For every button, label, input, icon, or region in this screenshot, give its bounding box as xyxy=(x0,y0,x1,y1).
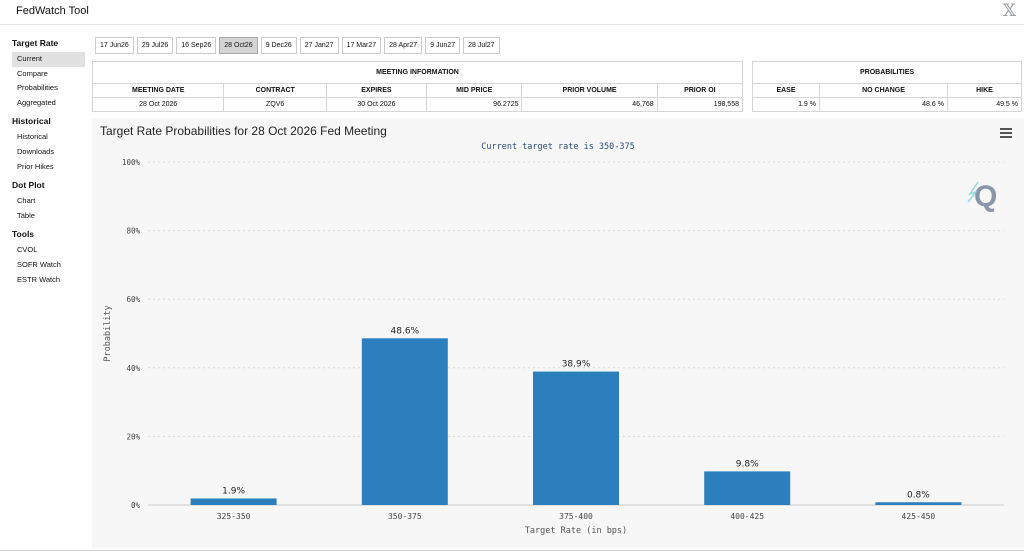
bar-chart: 0% 20% 40% 60% 80% 100% 1.9% 325-350 48.6% 350-37… xyxy=(103,158,1004,536)
sidebar-item-probabilities[interactable]: Probabilities xyxy=(17,83,58,93)
chart-subtitle: Current target rate is 350-375 xyxy=(481,142,635,152)
date-tab[interactable]: 17 Mar27 xyxy=(341,37,382,54)
sidebar-section-title: Target Rate xyxy=(12,38,59,48)
app-title: FedWatch Tool xyxy=(16,5,89,17)
sidebar-section-title: Historical xyxy=(12,116,51,127)
y-tick-label: 0% xyxy=(131,501,141,510)
table-cell: 48.6 % xyxy=(818,97,948,112)
column-header: NO CHANGE xyxy=(818,83,948,98)
chart-title: Target Rate Probabilities for 28 Oct 202… xyxy=(100,124,387,138)
date-tab[interactable]: 28 Apr27 xyxy=(384,37,423,54)
x-tick-label: 375-400 xyxy=(559,512,593,521)
sidebar: Target Rate Current Compare Probabilities Ag… xyxy=(0,32,92,287)
column-header: MID PRICE xyxy=(425,83,523,98)
sidebar-item-historical[interactable]: Historical xyxy=(17,132,48,142)
x-tick-label: 325-350 xyxy=(217,512,251,521)
table-cell: 30 Oct 2026 xyxy=(325,97,427,112)
probabilities-heading: PROBABILITIES xyxy=(752,61,1022,84)
y-axis-title: Probability xyxy=(103,305,113,361)
date-tab[interactable]: 29 Jul26 xyxy=(136,37,174,54)
table-cell: 198,558 xyxy=(656,97,744,112)
meeting-information-table: MEETING INFORMATION MEETING DATE CONTRACT… xyxy=(91,61,744,112)
x-tick-label: 350-375 xyxy=(388,512,422,521)
date-tab[interactable]: 28 Jul27 xyxy=(463,37,500,54)
sidebar-item-chart[interactable]: Chart xyxy=(17,196,36,206)
date-tab[interactable]: 9 Dec26 xyxy=(260,37,297,54)
column-header: MEETING DATE xyxy=(91,83,225,98)
data-label: 48.6% xyxy=(391,326,420,336)
sidebar-item-prior-hikes[interactable]: Prior Hikes xyxy=(17,161,54,171)
x-tick-label: 400-425 xyxy=(730,512,764,521)
y-tick-label: 60% xyxy=(126,295,140,304)
meeting-info-heading: MEETING INFORMATION xyxy=(92,61,743,84)
sidebar-item-sofr-watch[interactable]: SOFR Watch xyxy=(17,259,61,269)
svg-text:Q: Q xyxy=(974,180,997,213)
table-cell: 1.9 % xyxy=(752,97,820,112)
date-tab[interactable]: 16 Sep26 xyxy=(176,37,217,54)
y-tick-label: 20% xyxy=(126,432,140,441)
top-bar: FedWatch Tool 𝕏 xyxy=(0,0,1024,25)
column-header: EXPIRES xyxy=(325,83,427,98)
column-header: EASE xyxy=(752,83,820,98)
probabilities-table: PROBABILITIES EASE NO CHANGE HIKE 1.9 % 48.… xyxy=(752,61,1023,112)
meeting-date-tabs: 17 Jun26 29 Jul26 16 Sep26 28 Oct26 9 Dec26 2… xyxy=(95,37,500,54)
table-cell: 96.2725 xyxy=(425,97,523,112)
sidebar-item-compare[interactable]: Compare xyxy=(17,68,48,78)
column-header: HIKE xyxy=(946,83,1023,98)
x-tick-label: 425-450 xyxy=(902,512,936,521)
sidebar-section-title: Tools xyxy=(12,229,35,240)
q-watermark-icon: Q xyxy=(967,180,997,213)
table-cell: ZQV6 xyxy=(223,97,327,112)
x-axis-title: Target Rate (in bps) xyxy=(525,526,627,536)
date-tab[interactable]: 9 Jun27 xyxy=(425,37,461,54)
y-tick-label: 100% xyxy=(122,158,141,167)
table-cell: 49.5 % xyxy=(946,97,1023,112)
column-header: PRIOR OI xyxy=(656,83,744,98)
date-tab[interactable]: 27 Jan27 xyxy=(299,37,339,54)
table-cell: 28 Oct 2026 xyxy=(91,97,225,112)
date-tab[interactable]: 28 Oct26 xyxy=(219,37,258,54)
sidebar-item-downloads[interactable]: Downloads xyxy=(17,146,55,156)
chart-menu-icon[interactable] xyxy=(1000,128,1012,138)
y-tick-label: 40% xyxy=(126,364,140,373)
bar xyxy=(704,471,791,505)
sidebar-item-table[interactable]: Table xyxy=(17,210,35,220)
bar xyxy=(875,502,962,505)
column-header: PRIOR VOLUME xyxy=(521,83,658,98)
x-logo-icon[interactable]: 𝕏 xyxy=(1002,1,1016,21)
column-header: CONTRACT xyxy=(223,83,327,98)
sidebar-section-title: Dot Plot xyxy=(12,180,45,191)
bar xyxy=(533,371,619,505)
data-label: 0.8% xyxy=(907,490,930,500)
table-cell: 46,768 xyxy=(521,97,658,112)
bottom-divider xyxy=(0,550,1024,555)
date-tab[interactable]: 17 Jun26 xyxy=(95,37,134,54)
bar xyxy=(361,338,448,505)
sidebar-item-estr-watch[interactable]: ESTR Watch xyxy=(17,274,61,284)
data-label: 1.9% xyxy=(222,486,245,496)
data-label: 38.9% xyxy=(562,360,591,370)
chart-panel: Target Rate Probabilities for 28 Oct 202… xyxy=(92,118,1024,548)
sidebar-item-aggregated[interactable]: Aggregated xyxy=(17,97,56,107)
sidebar-item-current[interactable]: Current xyxy=(12,52,85,67)
data-label: 9.8% xyxy=(736,459,759,469)
sidebar-item-cvol[interactable]: CVOL xyxy=(17,245,38,255)
y-tick-label: 80% xyxy=(126,227,140,236)
bar xyxy=(190,498,277,505)
